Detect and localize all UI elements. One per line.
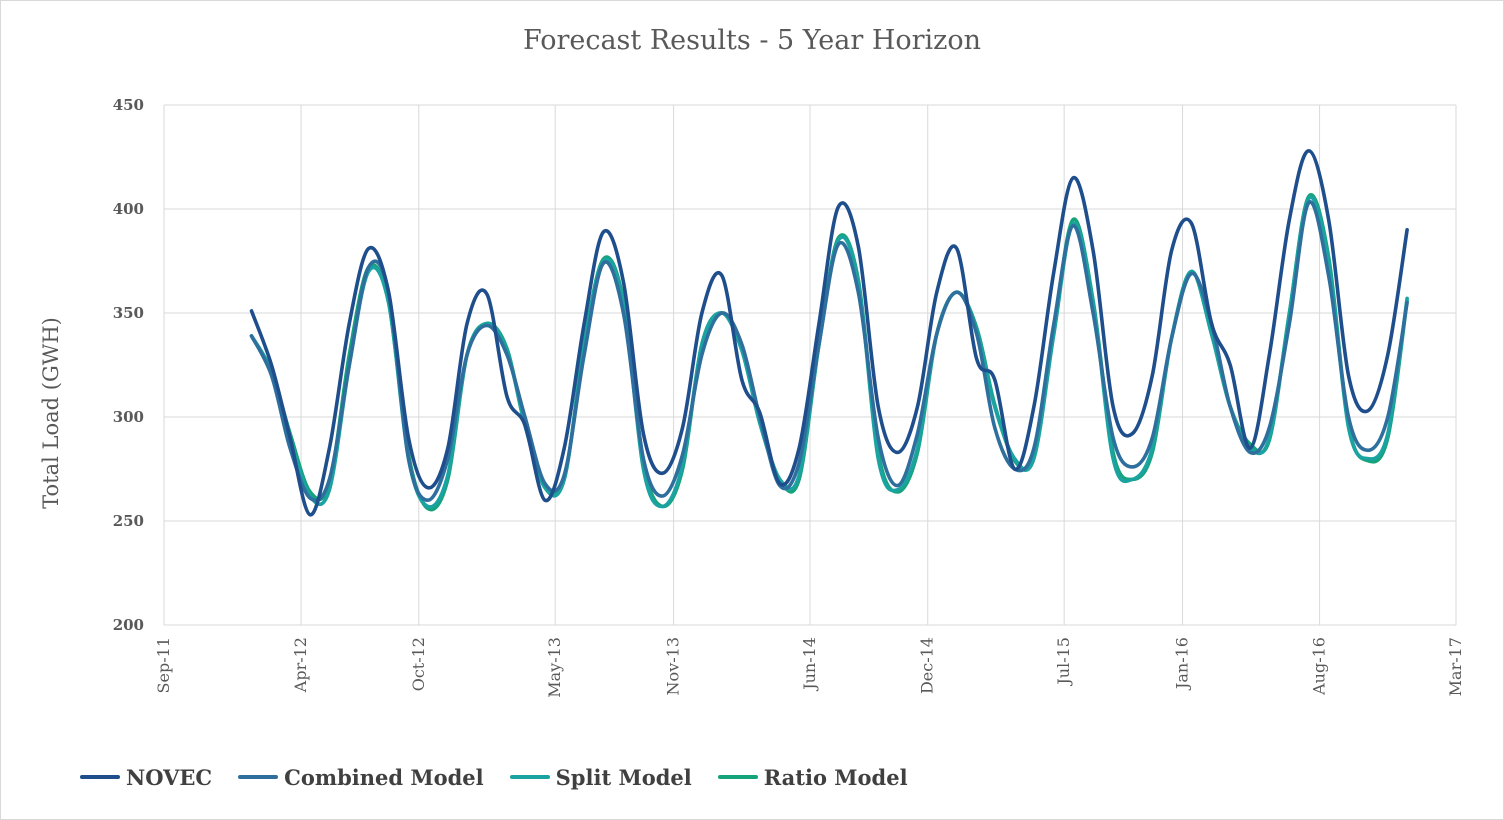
x-tick-labels: Sep-11 Apr-12 Oct-12 May-13 Nov-13 Jun-14 Dec-… [154, 637, 1465, 698]
legend-label: NOVEC [126, 764, 213, 790]
y-tick-label: 250 [113, 512, 144, 530]
legend-label: Ratio Model [763, 764, 908, 790]
x-tick-label: Nov-13 [664, 637, 683, 695]
x-tick-label: Sep-11 [154, 637, 173, 693]
y-tick-labels: 200 250 300 350 400 450 [113, 96, 144, 634]
legend-item-novec: NOVEC [80, 765, 212, 790]
legend-item-ratio-model: Ratio Model [717, 764, 908, 790]
legend-label: Combined Model [284, 764, 484, 790]
series-line-combined-model [249, 200, 1409, 503]
legend-item-split-model: Split Model [509, 764, 692, 790]
y-tick-label: 400 [113, 200, 144, 218]
legend: NOVEC Combined Model Split Model Ratio Mode… [80, 760, 934, 794]
legend-swatch [717, 775, 758, 779]
x-gridlines [163, 105, 1457, 625]
x-tick-label: Apr-12 [291, 637, 310, 693]
y-axis-label: Total Load (GWH) [39, 317, 63, 509]
series-line-novec [249, 149, 1409, 517]
x-tick-label: Jan-16 [1173, 637, 1192, 691]
legend-swatch [80, 775, 120, 779]
series-lines [249, 149, 1409, 517]
chart-title: Forecast Results - 5 Year Horizon [523, 25, 981, 56]
x-tick-label: Jul-15 [1054, 637, 1073, 687]
y-tick-label: 450 [113, 96, 144, 114]
x-tick-label: Aug-16 [1310, 637, 1329, 696]
x-tick-label: May-13 [545, 637, 564, 698]
legend-swatch [238, 775, 279, 779]
legend-label: Split Model [555, 764, 692, 790]
legend-item-combined-model: Combined Model [238, 765, 484, 790]
x-tick-label: Mar-17 [1446, 637, 1465, 696]
x-tick-label: Dec-14 [918, 637, 937, 694]
y-tick-label: 200 [113, 616, 144, 634]
x-tick-label: Jun-14 [800, 637, 819, 692]
legend-swatch [509, 775, 550, 779]
y-tick-label: 300 [113, 408, 144, 426]
y-tick-label: 350 [113, 304, 144, 322]
x-tick-label: Oct-12 [409, 637, 428, 691]
